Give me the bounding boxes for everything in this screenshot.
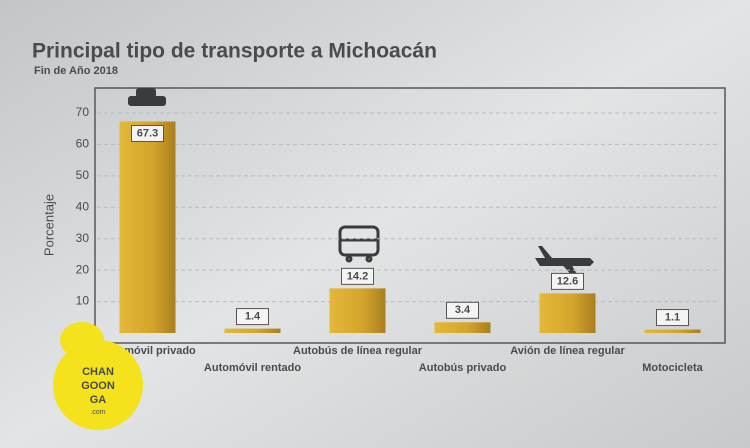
y-axis-label: Porcentaje <box>41 194 56 256</box>
x-tick-label: Autobús de línea regular <box>293 345 423 357</box>
x-tick-label: Automóvil rentado <box>204 362 301 374</box>
value-label: 67.3 <box>137 127 158 139</box>
bus-icon <box>338 225 380 263</box>
chart-frame <box>94 87 726 344</box>
value-label-box <box>551 272 584 290</box>
y-tick-label: 10 <box>76 294 90 308</box>
watermark: CHAN GOON GA .com <box>53 322 143 430</box>
bar <box>119 121 176 333</box>
bar <box>644 329 701 333</box>
watermark-text: GA <box>90 394 107 406</box>
value-label: 14.2 <box>347 270 368 282</box>
value-label: 12.6 <box>557 275 578 287</box>
y-tick-label: 30 <box>76 231 90 245</box>
value-label-box <box>341 267 374 285</box>
bar <box>434 322 491 333</box>
y-tick-label: 70 <box>76 105 90 119</box>
plane-icon <box>535 246 594 276</box>
watermark-text: CHAN <box>82 366 114 378</box>
x-tick-label: Motocicleta <box>642 362 703 374</box>
watermark-text: .com <box>90 409 105 416</box>
value-label-box <box>656 309 689 327</box>
chart-title: Principal tipo de transporte a Michoacán <box>32 40 437 63</box>
bar <box>329 288 386 333</box>
bar <box>224 328 281 333</box>
chart-subtitle: Fin de Año 2018 <box>34 65 118 77</box>
x-tick-label: Avión de línea regular <box>510 345 625 357</box>
value-label: 1.1 <box>665 311 680 323</box>
y-tick-label: 60 <box>76 137 90 151</box>
watermark-text: GOON <box>81 380 115 392</box>
value-label: 3.4 <box>455 304 471 316</box>
value-label-box <box>236 308 269 326</box>
x-tick-label: Autobús privado <box>419 362 507 374</box>
y-tick-label: 20 <box>76 262 90 276</box>
value-label-box <box>446 301 479 319</box>
value-label-box <box>131 124 164 142</box>
car-icon <box>128 88 166 106</box>
bar <box>539 293 596 333</box>
y-tick-label: 40 <box>76 199 90 213</box>
y-tick-label: 50 <box>76 168 90 182</box>
value-label: 1.4 <box>245 311 261 323</box>
